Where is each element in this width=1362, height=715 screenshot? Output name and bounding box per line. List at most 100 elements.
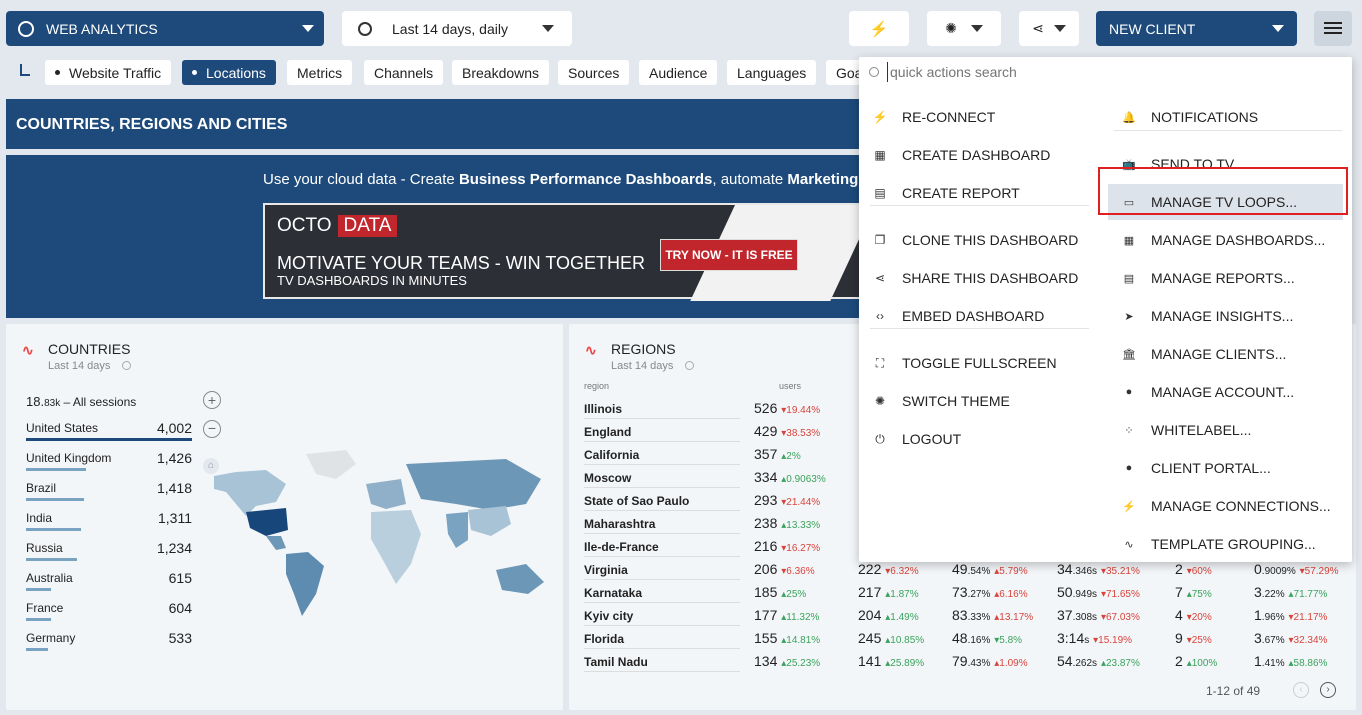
share-button[interactable]: ⋖ [1019, 11, 1079, 46]
banner-ad[interactable]: OCTO DATA MOTIVATE YOUR TEAMS - WIN TOGE… [263, 203, 866, 301]
tab-sources[interactable]: Sources [558, 60, 630, 85]
region-row[interactable]: Ile-de-France 216 ▾16.27% [584, 538, 1362, 558]
menu-item-send-to-tv[interactable]: 📺 SEND TO TV... [1122, 156, 1245, 172]
home-icon[interactable]: ⌂ [203, 458, 219, 474]
quick-actions-menu: ⚡RE-CONNECT ▦CREATE DASHBOARD ▤CREATE REPO… [859, 57, 1352, 562]
menu-item-manage-account[interactable]: ● MANAGE ACCOUNT... [1122, 382, 1294, 402]
region-row[interactable]: California 357 ▴2% [584, 446, 1362, 466]
next-page-button[interactable]: › [1320, 682, 1336, 698]
account-icon: ● [1125, 462, 1133, 474]
region-metric: 217 ▴1.87% [858, 584, 919, 600]
region-row[interactable]: Kyiv city 177 ▴11.32% 204 ▴1.49% 83.33% ▴13… [584, 607, 1362, 627]
country-row[interactable]: Brazil 1,418 [26, 480, 192, 501]
zoom-in-button[interactable]: + [203, 391, 221, 409]
menu-item-whitelabel[interactable]: ⁘ WHITELABEL... [1122, 420, 1251, 440]
menu-item-manage-connections[interactable]: ⚡ MANAGE CONNECTIONS... [1122, 498, 1331, 514]
theme-button[interactable]: ✺ [927, 11, 1001, 46]
ad-logo: OCTO DATA [277, 215, 398, 237]
theme-icon: ✺ [874, 394, 886, 408]
zoom-out-button[interactable]: − [203, 420, 221, 438]
menu-item-share-this-dashboard[interactable]: ⋖ SHARE THIS DASHBOARD [874, 270, 1079, 286]
tab-locations[interactable]: Locations [182, 60, 276, 85]
bullet-icon [55, 70, 60, 75]
region-metric: 293 ▾21.44% [754, 492, 821, 508]
menu-item-manage-dashboards[interactable]: ▦ MANAGE DASHBOARDS... [1123, 232, 1326, 248]
region-metric: 185 ▴25% [754, 584, 807, 600]
country-row[interactable]: France 604 [26, 600, 192, 621]
tab-languages[interactable]: Languages [727, 60, 817, 85]
region-metric: 7 ▴75% [1175, 584, 1212, 600]
region-row[interactable]: Illinois 526 ▾19.44% [584, 400, 1362, 420]
menu-item-notifications[interactable]: 🔔 NOTIFICATIONS [1122, 109, 1259, 125]
region-name: Florida [584, 632, 740, 649]
menu-item-embed-dashboard[interactable]: ‹› EMBED DASHBOARD [873, 306, 1044, 326]
client-selector[interactable]: NEW CLIENT [1096, 11, 1297, 46]
tab-metrics[interactable]: Metrics [287, 60, 353, 85]
country-value: 1,426 [156, 450, 192, 466]
try-now-button[interactable]: TRY NOW - IT IS FREE [660, 239, 798, 271]
country-bar [26, 498, 85, 501]
chevron-down-icon [302, 25, 314, 32]
tab-website-traffic[interactable]: Website Traffic [45, 60, 172, 85]
menu-item-create-report[interactable]: ▤ CREATE REPORT [874, 185, 1020, 201]
country-row[interactable]: Germany 533 [26, 630, 192, 651]
col-users-header: users [779, 381, 802, 391]
info-icon [685, 361, 694, 370]
regions-title: REGIONS [611, 341, 676, 357]
country-row[interactable]: India 1,311 [26, 510, 192, 531]
country-row[interactable]: Australia 615 [26, 570, 192, 591]
menu-item-manage-insights[interactable]: ➤ MANAGE INSIGHTS... [1122, 306, 1293, 326]
quick-actions-search-input[interactable] [887, 62, 1337, 82]
menu-item-toggle-fullscreen[interactable]: ⛶ TOGGLE FULLSCREEN [873, 353, 1057, 373]
country-name: Russia [26, 541, 63, 555]
menu-item-clone-this-dashboard[interactable]: ❐ CLONE THIS DASHBOARD [874, 232, 1079, 248]
menu-item-switch-theme[interactable]: ✺ SWITCH THEME [874, 393, 1010, 409]
clock-icon [358, 21, 372, 36]
region-metric: 48.16% ▾5.8% [952, 630, 1023, 646]
region-metric: 134 ▴25.23% [754, 653, 821, 669]
regions-subtitle: Last 14 days [611, 360, 674, 372]
region-metric: 0.9009% ▾57.29% [1254, 561, 1339, 577]
region-row[interactable]: Florida 155 ▴14.81% 245 ▴10.85% 48.16% ▾5.8… [584, 630, 1362, 650]
region-row[interactable]: Virginia 206 ▾6.36% 222 ▾6.32% 49.54% ▴5.79… [584, 561, 1362, 581]
region-name: Moscow [584, 471, 740, 488]
menu-item-client-portal[interactable]: ● CLIENT PORTAL... [1122, 458, 1271, 478]
period-selector[interactable]: Last 14 days, daily [342, 11, 572, 46]
tab-audience[interactable]: Audience [639, 60, 718, 85]
region-metric: 73.27% ▴6.16% [952, 584, 1028, 600]
region-metric: 83.33% ▴13.17% [952, 607, 1034, 623]
region-row[interactable]: Karnataka 185 ▴25% 217 ▴1.87% 73.27% ▴6.16%… [584, 584, 1362, 604]
region-name: Ile-de-France [584, 540, 740, 557]
reconnect-button[interactable]: ⚡ [849, 11, 909, 46]
menu-divider [870, 328, 1089, 329]
menu-item-logout[interactable]: ⏻ LOGOUT [873, 429, 961, 449]
plug-icon: ⚡ [869, 20, 889, 38]
region-metric: 37.308s ▾67.03% [1057, 607, 1140, 623]
region-row[interactable]: Moscow 334 ▴0.9063% [584, 469, 1362, 489]
countries-card: ∿ COUNTRIES Last 14 days 18.83k – All se… [6, 324, 563, 710]
hamburger-menu-button[interactable] [1314, 11, 1352, 46]
menu-item-create-dashboard[interactable]: ▦ CREATE DASHBOARD [874, 147, 1051, 163]
region-metric: 245 ▴10.85% [858, 630, 925, 646]
country-row[interactable]: United States 4,002 [26, 420, 192, 441]
prev-page-button[interactable]: ‹ [1293, 682, 1309, 698]
region-metric: 357 ▴2% [754, 446, 801, 462]
region-row[interactable]: Tamil Nadu 134 ▴25.23% 141 ▴25.89% 79.43% ▴… [584, 653, 1362, 673]
analytics-selector[interactable]: WEB ANALYTICS [6, 11, 324, 46]
menu-item-manage-tv-loops[interactable]: ▭ MANAGE TV LOOPS... [1108, 184, 1343, 220]
region-row[interactable]: Maharashtra 238 ▴13.33% [584, 515, 1362, 535]
menu-item-manage-clients[interactable]: 🏛 MANAGE CLIENTS... [1122, 346, 1287, 362]
region-row[interactable]: State of Sao Paulo 293 ▾21.44% [584, 492, 1362, 512]
trend-icon: ∿ [22, 342, 34, 358]
menu-item-template-grouping[interactable]: ∿ TEMPLATE GROUPING... [1122, 534, 1315, 554]
region-metric: 34.346s ▾35.21% [1057, 561, 1140, 577]
tab-breakdowns[interactable]: Breakdowns [452, 60, 550, 85]
country-row[interactable]: Russia 1,234 [26, 540, 192, 561]
region-metric: 9 ▾25% [1175, 630, 1212, 646]
dashboard-icon: ▦ [1123, 234, 1135, 247]
country-row[interactable]: United Kingdom 1,426 [26, 450, 192, 471]
menu-divider [870, 205, 1089, 206]
menu-item-manage-reports[interactable]: ▤ MANAGE REPORTS... [1123, 270, 1295, 286]
menu-item-re-connect[interactable]: ⚡ RE-CONNECT [872, 109, 996, 125]
tab-channels[interactable]: Channels [364, 60, 444, 85]
